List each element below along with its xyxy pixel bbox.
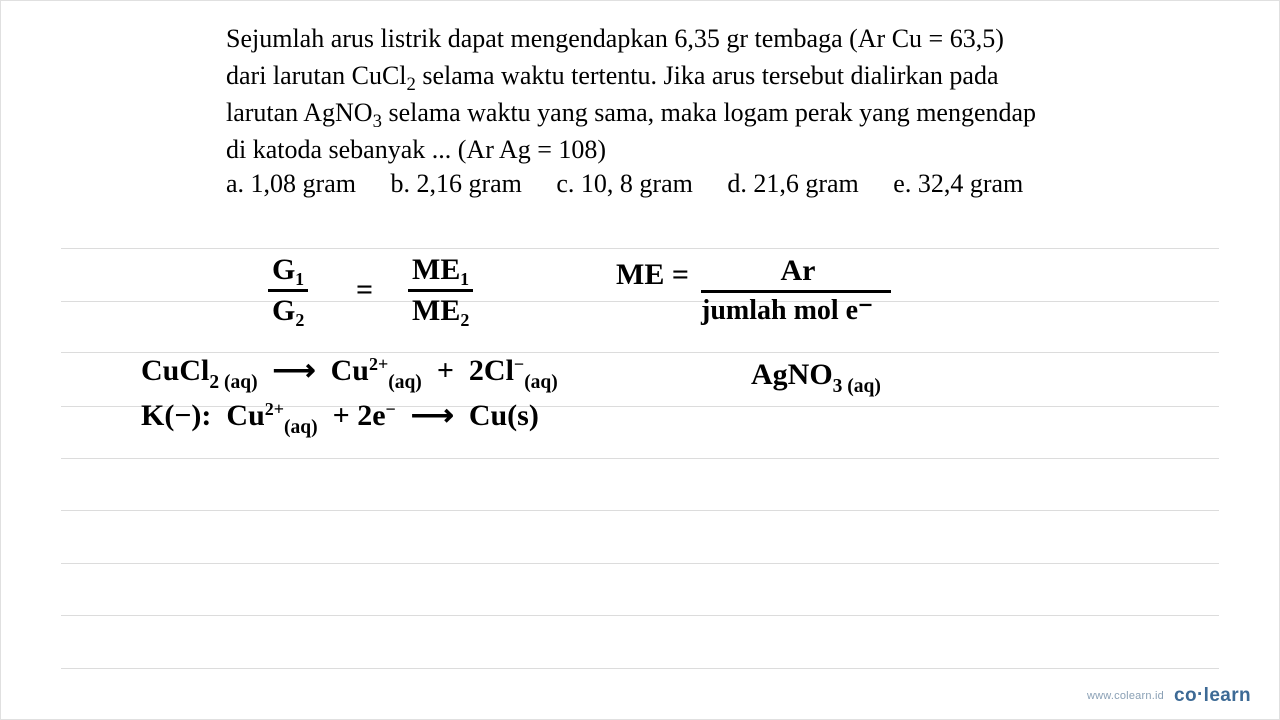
q-line1: Sejumlah arus listrik dapat mengendapkan… [226,24,1004,53]
option-c: c. 10, 8 gram [556,169,692,198]
eq3-arrow: ⟶ [411,399,454,432]
lined-paper: G₁ G₂ = ME₁ ME₂ ME = Ar jumlah mol e⁻ Cu… [61,233,1219,679]
eq2-cu-sup: 2+ [369,354,388,374]
rule-line [61,563,1219,564]
hw-eq3: K(−): Cu2+(aq) + 2e− ⟶ Cu(s) [141,398,539,433]
q-line3a: larutan AgNO [226,98,373,127]
option-a: a. 1,08 gram [226,169,356,198]
rule-line [61,248,1219,249]
eq2-cucl: CuCl [141,354,209,387]
eq3-cus: Cu(s) [469,399,539,432]
q-line3-sub: 3 [373,111,382,132]
eq2-2cl-sub: (aq) [524,372,558,393]
hw-equals: = [356,273,373,307]
frac-g-num: G₁ [266,253,310,289]
me-frac-num: Ar [777,254,816,287]
frac-g-den: G₂ [266,292,310,328]
eq2-cu: Cu [331,354,369,387]
frac-me-den: ME₂ [406,292,475,328]
brand-post: learn [1204,685,1251,706]
eq2-2cl: 2Cl [469,354,514,387]
agno3: AgNO [751,358,833,391]
eq3-cu-sub: (aq) [284,417,318,438]
eq2-plus: + [437,354,454,387]
me-frac-den: jumlah mol e⁻ [701,295,873,326]
eq2-arrow: ⟶ [273,354,316,387]
eq3-cu-sup: 2+ [265,399,284,419]
q-line3b: selama waktu yang sama, maka logam perak… [382,98,1036,127]
frac-me-num: ME₁ [406,253,475,289]
brand-pre: co [1174,685,1197,706]
eq3-2e: + 2e [333,399,386,432]
footer: www.colearn.id co·learn [1087,685,1251,707]
rule-line [61,668,1219,669]
eq3-k: K(−): [141,399,211,432]
option-e: e. 32,4 gram [893,169,1023,198]
question-text: Sejumlah arus listrik dapat mengendapkan… [31,21,1249,169]
hw-frac-me: ME₁ ME₂ [406,253,475,328]
q-line2b: selama waktu tertentu. Jika arus tersebu… [416,61,999,90]
option-b: b. 2,16 gram [390,169,521,198]
rule-line [61,510,1219,511]
hw-eq2: CuCl2 (aq) ⟶ Cu2+(aq) + 2Cl−(aq) [141,353,558,388]
footer-url: www.colearn.id [1087,690,1164,702]
hw-frac-g: G₁ G₂ [266,253,310,328]
eq3-2e-sup: − [386,399,396,419]
rule-line [61,301,1219,302]
q-line2-sub: 2 [407,74,416,95]
eq2-2cl-sup: − [514,354,524,374]
footer-brand: co·learn [1174,685,1251,707]
option-d: d. 21,6 gram [727,169,858,198]
rule-line [61,458,1219,459]
agno3-sub: 3 (aq) [833,376,881,397]
eq2-cucl-sub: 2 (aq) [209,372,257,393]
hw-me-frac: Ar jumlah mol e⁻ [701,254,891,327]
q-line4: di katoda sebanyak ... (Ar Ag = 108) [226,135,606,164]
eq2-cu-sub: (aq) [388,372,422,393]
hw-me-eq: ME = [616,258,689,292]
q-line2a: dari larutan CuCl [226,61,407,90]
eq3-cu: Cu [226,399,264,432]
answer-options: a. 1,08 gram b. 2,16 gram c. 10, 8 gram … [31,169,1249,199]
hw-agno3: AgNO3 (aq) [751,358,881,392]
brand-dot: · [1197,684,1204,705]
rule-line [61,615,1219,616]
